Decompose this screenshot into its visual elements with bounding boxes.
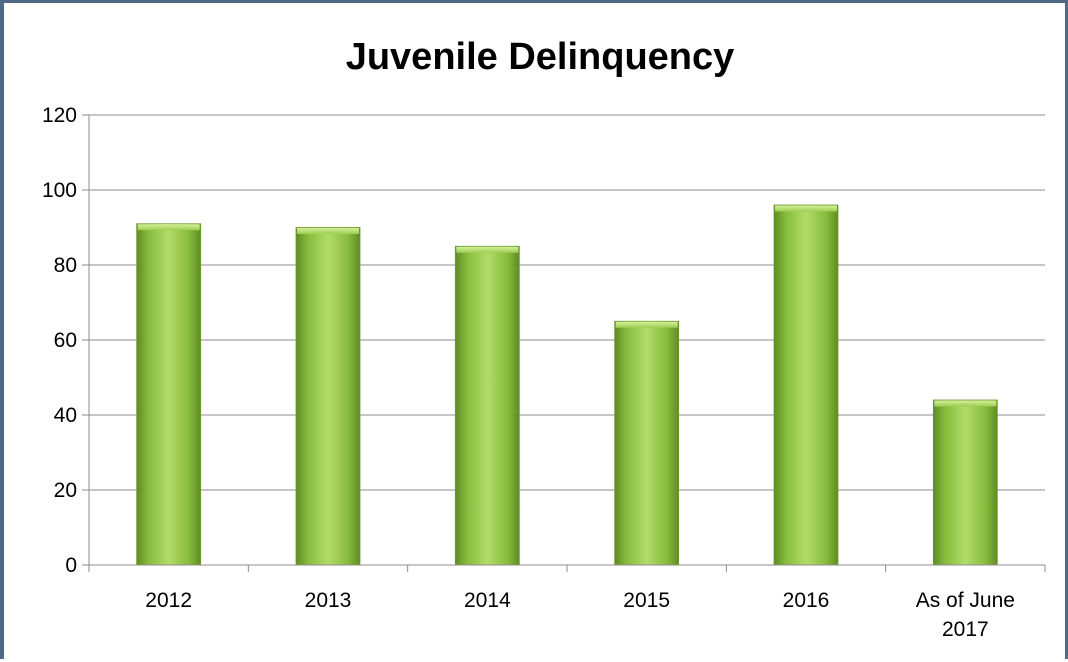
bar [295, 227, 361, 566]
bar [614, 320, 680, 566]
bar-cap [137, 224, 200, 231]
x-tick-label: As of June 2017 [916, 589, 1015, 641]
bar-cap [297, 228, 359, 234]
bar [773, 204, 839, 566]
y-tick-label: 40 [54, 404, 77, 427]
y-tick-label: 60 [54, 329, 77, 352]
x-tick-label: 2012 [145, 589, 192, 612]
bar-cap [775, 205, 837, 212]
x-axis-ticks: 2012 2013 2014 2015 2016 As of June 2017 [88, 565, 1046, 641]
chart-title: Juvenile Delinquency [346, 36, 735, 78]
x-tick-label: 2014 [464, 589, 511, 612]
bar-cap [934, 400, 997, 407]
y-tick-label: 0 [65, 554, 77, 577]
axes [88, 115, 1045, 566]
x-tick-label: 2016 [783, 589, 830, 612]
y-tick-label: 120 [42, 104, 77, 127]
y-tick-label: 20 [54, 479, 77, 502]
x-tick-label: 2015 [623, 589, 670, 612]
bar [454, 245, 520, 566]
bar [136, 223, 202, 566]
bar-cap [615, 321, 678, 328]
bar [932, 399, 998, 566]
y-tick-label: 100 [42, 179, 77, 202]
y-axis-ticks: 0 20 40 60 80 100 120 [42, 104, 89, 577]
y-tick-label: 80 [54, 254, 77, 277]
bar-chart: Juvenile Delinquency 0 20 40 60 80 100 120 201… [42, 36, 1046, 641]
gridlines [89, 114, 1045, 491]
bars [136, 204, 998, 566]
bar-cap [456, 246, 519, 253]
x-tick-label: 2013 [305, 589, 352, 612]
